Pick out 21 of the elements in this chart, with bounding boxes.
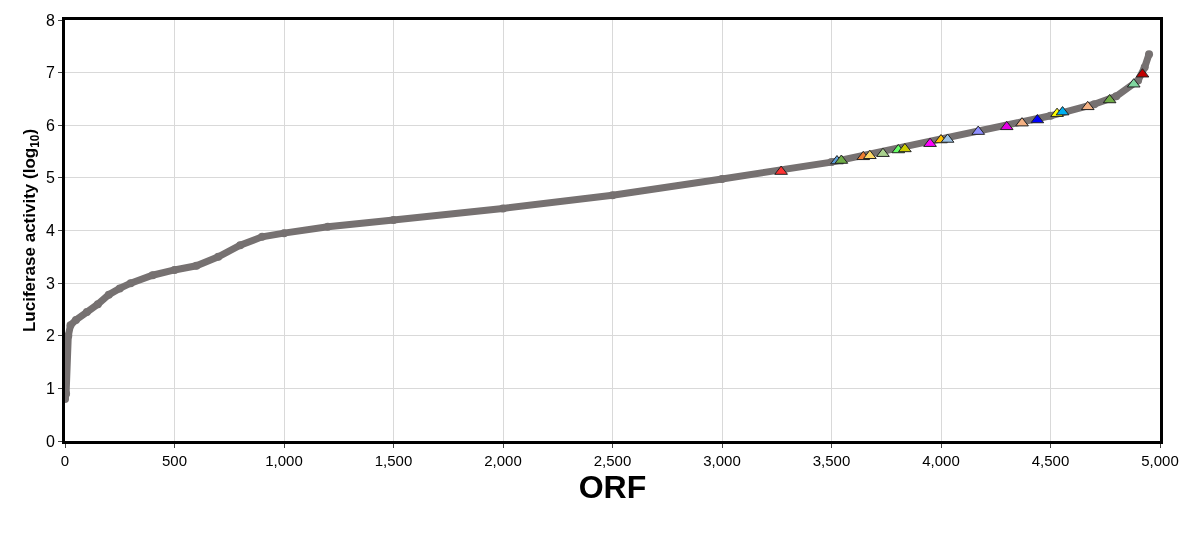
y-tick-label: 1 (45, 379, 55, 397)
x-tick-label: 4,000 (922, 452, 960, 469)
x-tick-label: 5,000 (1141, 452, 1179, 469)
y-tick-label: 5 (45, 169, 55, 187)
x-tick-label: 2,500 (593, 452, 632, 469)
y-tick-label: 7 (45, 64, 55, 82)
y-tick-label: 3 (45, 274, 55, 292)
x-tick-label: 4,500 (1031, 452, 1070, 469)
x-tick-label: 3,000 (703, 452, 741, 469)
x-tick-label: 1,500 (374, 452, 413, 469)
x-tick-label: 3,500 (812, 452, 851, 469)
x-axis-title: ORF (578, 469, 647, 505)
y-tick-label: 2 (45, 327, 55, 345)
x-tick-label: 1,000 (265, 452, 303, 469)
y-tick-label: 4 (45, 222, 55, 240)
y-tick-label: 0 (45, 432, 55, 450)
y-tick-label: 6 (45, 116, 55, 134)
y-tick-label: 8 (45, 11, 55, 29)
x-tick-label: 500 (161, 452, 188, 469)
x-tick-label: 2,000 (484, 452, 522, 469)
x-tick-label: 0 (60, 452, 70, 469)
